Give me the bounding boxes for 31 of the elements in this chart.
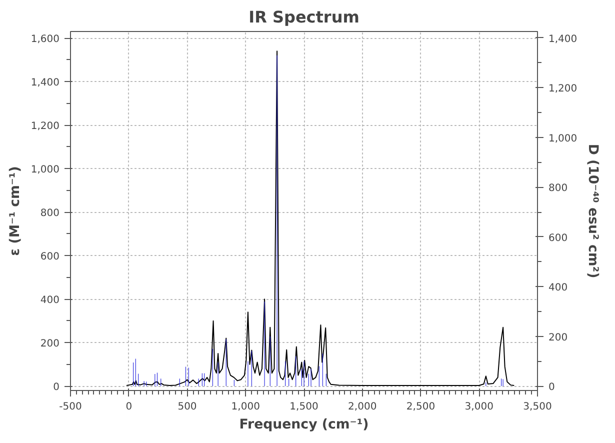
y-tick-label: 800: [40, 208, 60, 220]
y-tick-label: 400: [40, 295, 60, 306]
x-tick-label: 2,000: [348, 402, 377, 412]
x-tick-label: 3,500: [523, 402, 552, 412]
x-tick-label: 2,500: [406, 402, 436, 412]
y2-axis-title: D (10⁻⁴⁰ esu² cm²): [585, 144, 600, 278]
y-tick-label: 1,000: [30, 164, 60, 176]
y2-tick-label: 600: [548, 232, 568, 244]
line-series: [126, 50, 515, 386]
y2-tick-label: 0: [548, 382, 555, 394]
y-tick-label: 1,400: [30, 78, 60, 89]
y-axis-title: ε (M⁻¹ cm⁻¹): [8, 166, 23, 256]
x-tick-label: -500: [59, 402, 82, 412]
x-tick-label: 0: [126, 402, 132, 412]
y2-tick-label: 1,400: [548, 34, 578, 45]
y2-tick-label: 400: [548, 282, 568, 294]
y-tick-label: 1,200: [30, 121, 60, 132]
y2-tick-label: 1,000: [548, 133, 578, 144]
y2-tick-label: 200: [548, 332, 568, 344]
x-tick-label: 500: [178, 402, 197, 412]
chart-title: IR Spectrum: [248, 8, 360, 26]
x-tick-label: 1,500: [290, 402, 318, 412]
y2-tick-label: 800: [548, 183, 568, 194]
y-tick-label: 0: [53, 382, 60, 394]
y-tick-label: 200: [40, 338, 60, 350]
y2-tick-label: 1,200: [548, 84, 578, 95]
x-tick-label: 1,000: [231, 402, 260, 412]
x-tick-label: 3,000: [464, 402, 494, 412]
y-tick-label: 1,600: [30, 34, 60, 46]
y-tick-label: 600: [40, 252, 60, 263]
x-axis-title: Frequency (cm⁻¹): [239, 418, 369, 432]
